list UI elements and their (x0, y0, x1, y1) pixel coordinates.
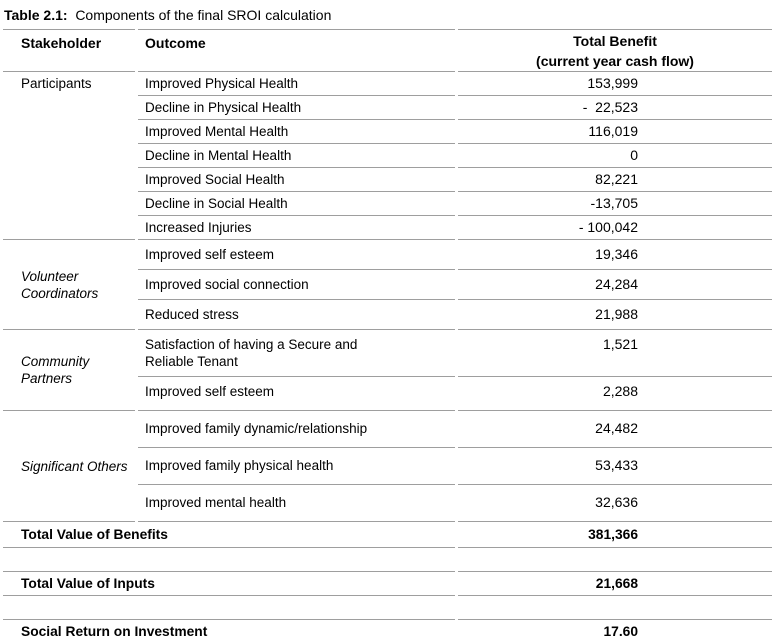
table-row: Improved family physical health 53,433 (3, 448, 772, 485)
stakeholder-label: Volunteer Coordinators (21, 268, 99, 301)
spacer-cell (3, 596, 772, 619)
stakeholder-cell: Community Partners (3, 330, 135, 411)
table-row: Improved social connection 24,284 (3, 270, 772, 300)
benefit-value-cell: 24,284 (458, 270, 772, 300)
table-title-text: Components of the final SROI calculation (67, 7, 332, 23)
header-row: Stakeholder Outcome Total Benefit (curre… (3, 29, 772, 72)
benefit-value-cell: 24,482 (458, 411, 772, 448)
benefit-value-cell: 2,288 (458, 377, 772, 411)
benefit-value-cell: - 100,042 (458, 216, 772, 240)
outcome-cell: Improved mental health (138, 485, 455, 522)
outcome-label: Improved Mental Health (145, 124, 289, 139)
stakeholder-cell: Volunteer Coordinators (3, 240, 135, 330)
page-title: Table 2.1: Components of the final SROI … (4, 8, 775, 23)
outcome-label: Improved social connection (145, 277, 309, 292)
outcome-cell: Improved Mental Health (138, 120, 455, 144)
table-row: Decline in Physical Health - 22,523 (3, 96, 772, 120)
outcome-cell: Improved Physical Health (138, 72, 455, 96)
table-row: Volunteer Coordinators Improved self este… (3, 240, 772, 330)
stakeholder-label: Participants (21, 76, 92, 91)
benefit-value-cell: -13,705 (458, 192, 772, 216)
benefit-value-cell: - 22,523 (458, 96, 772, 120)
header-stakeholder-cell: Stakeholder (3, 29, 135, 72)
table-row: Reduced stress 21,988 (3, 300, 772, 330)
outcome-cell: Reduced stress (138, 300, 455, 330)
document-page: Table 2.1: Components of the final SROI … (0, 8, 775, 640)
benefit-value-cell: 1,521 (458, 330, 772, 377)
table-row: Community Partners Satisfaction of having… (3, 330, 772, 411)
outcome-label: Improved Social Health (145, 172, 285, 187)
header-outcome-cell: Outcome (138, 29, 455, 72)
stakeholder-cell: Participants (3, 72, 135, 240)
total-value-cell: 21,668 (458, 571, 772, 596)
benefit-header-line1: Total Benefit (573, 33, 657, 49)
outcome-label: Reduced stress (145, 307, 239, 322)
outcome-label: Decline in Physical Health (145, 100, 302, 115)
outcome-label: Decline in Social Health (145, 196, 288, 211)
outcome-cell: Improved family dynamic/relationship (138, 411, 455, 448)
outcome-label: Decline in Mental Health (145, 148, 292, 163)
outcome-cell: Decline in Physical Health (138, 96, 455, 120)
table-row: Participants Improved Physical Health 153,… (3, 72, 772, 240)
table-row: Significant Others Improved family dynami… (3, 411, 772, 522)
total-row: Total Value of Benefits 381,366 (3, 522, 772, 548)
outcome-cell: Improved self esteem (138, 240, 455, 270)
outcome-label: Improved self esteem (145, 247, 275, 262)
spacer-row (3, 548, 772, 571)
outcome-cell: Increased Injuries (138, 216, 455, 240)
benefit-value-cell: 21,988 (458, 300, 772, 330)
table-row: Improved mental health 32,636 (3, 485, 772, 522)
outcome-cell: Decline in Mental Health (138, 144, 455, 168)
outcome-cell: Improved social connection (138, 270, 455, 300)
total-row: Total Value of Inputs 21,668 (3, 571, 772, 596)
outcome-label: Satisfaction of having a Secure and Reli… (145, 337, 358, 369)
table-row: Improved Social Health 82,221 (3, 168, 772, 192)
benefit-header-line2: (current year cash flow) (536, 53, 694, 69)
stakeholder-label: Significant Others (21, 458, 128, 474)
outcome-label: Improved Physical Health (145, 76, 299, 91)
total-row: Social Return on Investment 17.60 (3, 619, 772, 640)
total-value-cell: 381,366 (458, 522, 772, 548)
benefit-value-cell: 53,433 (458, 448, 772, 485)
spacer-cell (3, 548, 772, 571)
table-row: Decline in Mental Health 0 (3, 144, 772, 168)
total-value-cell: 17.60 (458, 619, 772, 640)
total-label-cell: Social Return on Investment (3, 619, 455, 640)
table-number-label: Table 2.1: (4, 7, 68, 23)
outcome-cell: Improved self esteem (138, 377, 455, 411)
total-label-cell: Total Value of Benefits (3, 522, 455, 548)
outcome-label: Improved mental health (145, 495, 287, 510)
stakeholder-label: Community Partners (21, 354, 90, 386)
benefit-value-cell: 19,346 (458, 240, 772, 270)
outcome-label: Improved family physical health (145, 458, 334, 473)
outcome-cell: Satisfaction of having a Secure and Reli… (138, 330, 455, 377)
table-row: Decline in Social Health -13,705 (3, 192, 772, 216)
benefit-value-cell: 153,999 (458, 72, 772, 96)
outcome-label: Improved self esteem (145, 384, 275, 399)
outcome-cell: Decline in Social Health (138, 192, 455, 216)
table-row: Improved Mental Health 116,019 (3, 120, 772, 144)
outcome-label: Improved family dynamic/relationship (145, 421, 368, 436)
outcome-cell: Improved Social Health (138, 168, 455, 192)
total-label-cell: Total Value of Inputs (3, 571, 455, 596)
spacer-row (3, 596, 772, 619)
header-benefit-cell: Total Benefit (current year cash flow) (458, 29, 772, 72)
benefit-value-cell: 116,019 (458, 120, 772, 144)
table-row: Improved self esteem 2,288 (3, 377, 772, 411)
benefit-value-cell: 82,221 (458, 168, 772, 192)
table-row: Increased Injuries - 100,042 (3, 216, 772, 240)
outcome-label: Increased Injuries (145, 220, 252, 235)
stakeholder-cell: Significant Others (3, 411, 135, 522)
benefit-value-cell: 32,636 (458, 485, 772, 522)
outcome-cell: Improved family physical health (138, 448, 455, 485)
sroi-table: Stakeholder Outcome Total Benefit (curre… (0, 29, 775, 640)
benefit-value-cell: 0 (458, 144, 772, 168)
